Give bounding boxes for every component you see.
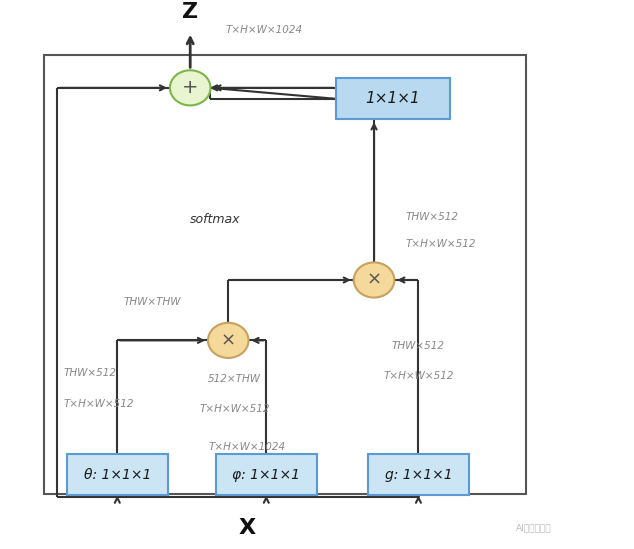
- Text: θ: 1×1×1: θ: 1×1×1: [84, 468, 151, 482]
- Text: X: X: [238, 518, 256, 538]
- Bar: [216, 455, 317, 495]
- Text: ×: ×: [221, 332, 236, 349]
- Text: g: 1×1×1: g: 1×1×1: [385, 468, 452, 482]
- Text: THW×512: THW×512: [406, 212, 459, 222]
- Text: THW×512: THW×512: [392, 341, 445, 351]
- Text: THW×THW: THW×THW: [124, 297, 181, 307]
- Circle shape: [354, 262, 394, 298]
- Text: T×H×W×512: T×H×W×512: [383, 371, 454, 381]
- Text: φ: 1×1×1: φ: 1×1×1: [232, 468, 301, 482]
- Text: T×H×W×1024: T×H×W×1024: [225, 25, 302, 35]
- Text: T×H×W×512: T×H×W×512: [63, 399, 134, 408]
- Text: Z: Z: [182, 2, 198, 22]
- Circle shape: [170, 70, 210, 105]
- Bar: [67, 455, 168, 495]
- Bar: [368, 455, 469, 495]
- Text: T×H×W×1024: T×H×W×1024: [209, 442, 286, 452]
- Circle shape: [208, 323, 249, 358]
- Text: T×H×W×512: T×H×W×512: [199, 404, 270, 414]
- Text: softmax: softmax: [190, 213, 241, 226]
- Text: THW×512: THW×512: [63, 368, 117, 378]
- Text: T×H×W×512: T×H×W×512: [406, 239, 476, 249]
- Text: ×: ×: [366, 271, 382, 289]
- Text: 1×1×1: 1×1×1: [366, 91, 420, 107]
- Bar: [44, 55, 526, 494]
- Text: 512×THW: 512×THW: [208, 374, 261, 384]
- Text: AI算法修炼营: AI算法修炼营: [516, 524, 552, 533]
- Bar: [336, 79, 450, 120]
- Text: +: +: [182, 79, 198, 97]
